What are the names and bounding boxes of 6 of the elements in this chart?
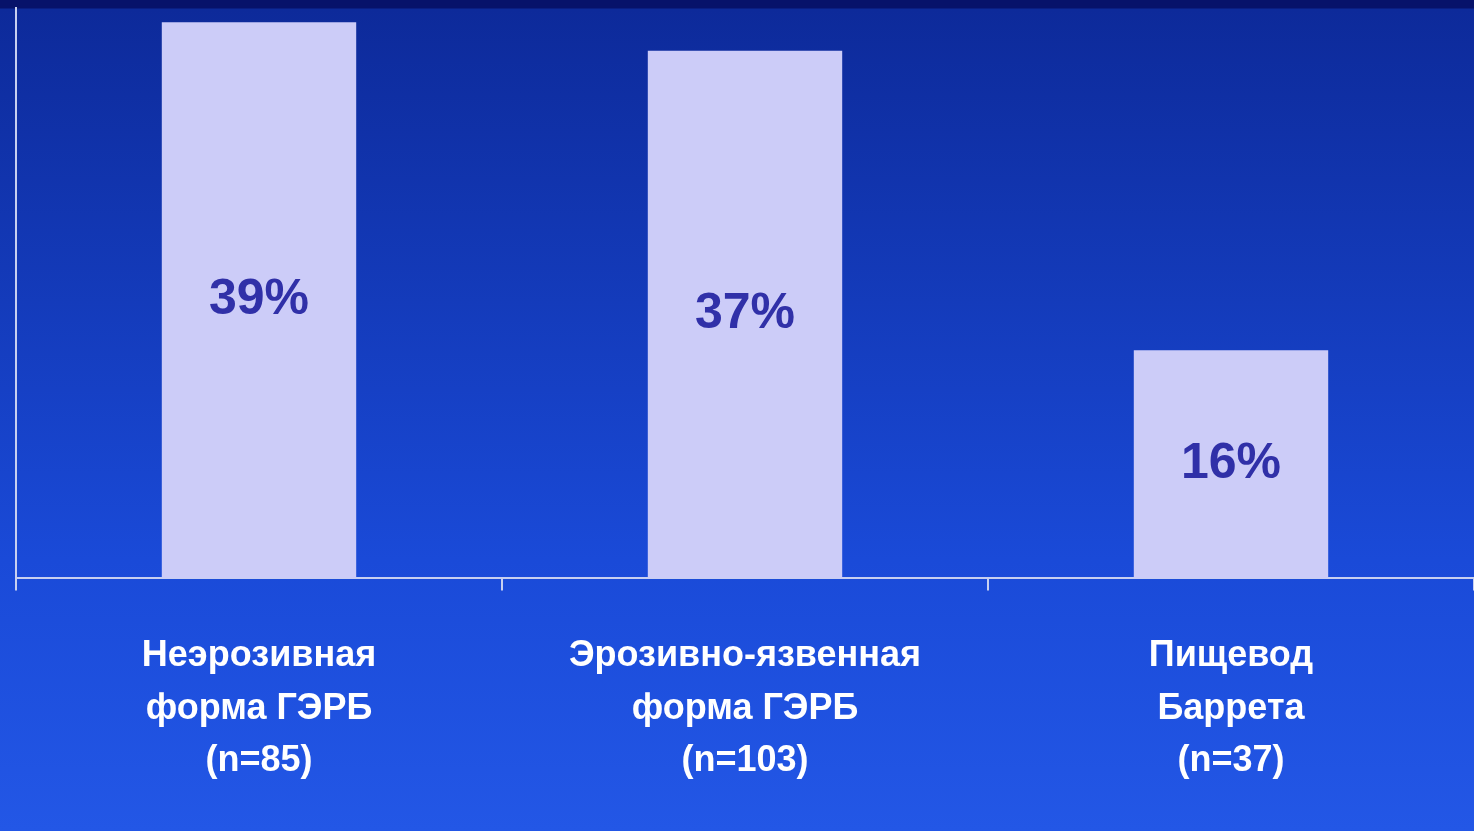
x-tick-label: Эрозивно-язвенная форма ГЭРБ (n=103) [568, 633, 922, 779]
data-label: 37% [694, 283, 796, 340]
x-tick-label: Неэрозивная форма ГЭРБ (n=85) [141, 633, 377, 779]
data-label: 16% [1180, 433, 1282, 490]
x-tick-label: Пищевод Баррета (n=37) [1148, 633, 1314, 779]
data-label: 39% [208, 269, 310, 326]
